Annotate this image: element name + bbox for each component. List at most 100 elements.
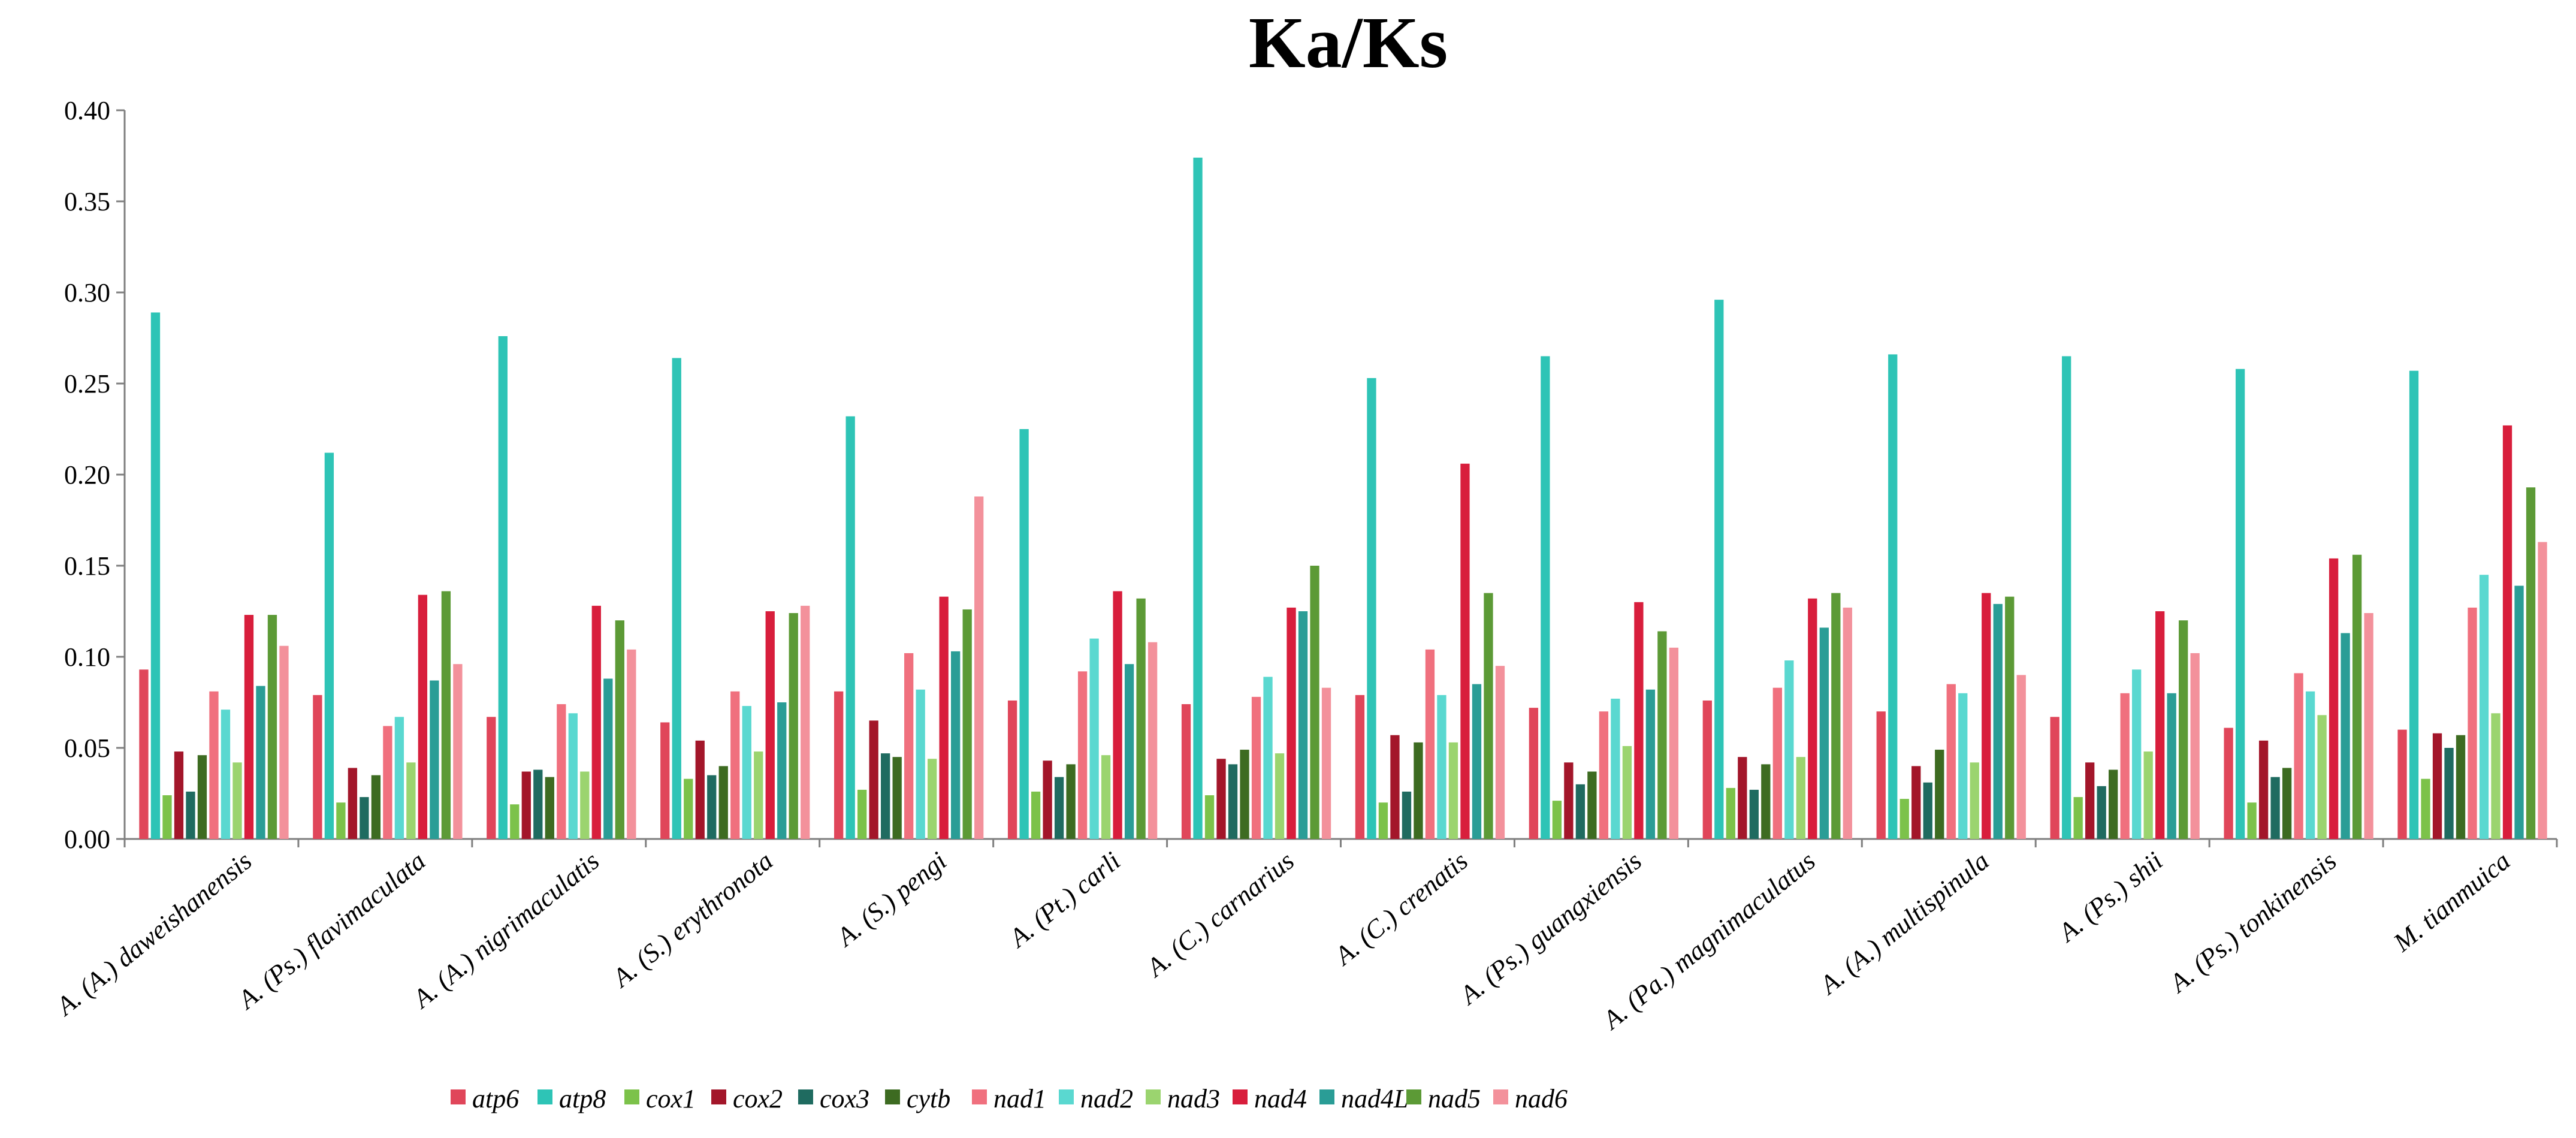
bars	[139, 158, 2547, 839]
x-tick-label: A. (Ps.) shii	[2052, 846, 2169, 949]
bar-cytb-13	[2456, 735, 2466, 839]
bar-cytb-4	[892, 757, 902, 839]
bar-nad4-5	[1113, 591, 1122, 839]
bar-atp8-8	[1541, 356, 1550, 839]
bar-atp8-7	[1367, 378, 1376, 839]
legend-swatch-nad1	[972, 1089, 987, 1104]
x-tick-label: A. (S.) erythronota	[606, 846, 778, 994]
bar-cox1-1	[336, 802, 346, 839]
bar-cytb-11	[2109, 769, 2118, 839]
bar-atp6-7	[1355, 695, 1365, 839]
bar-nad6-2	[627, 649, 636, 839]
bar-nad1-6	[1251, 696, 1261, 839]
bar-nad3-9	[1796, 757, 1805, 839]
bar-cox3-9	[1749, 789, 1759, 839]
bar-nad2-10	[1958, 693, 1968, 839]
bar-atp6-12	[2224, 728, 2233, 839]
bar-nad4L-0	[256, 686, 265, 839]
bar-cytb-3	[718, 766, 728, 839]
bar-nad1-8	[1599, 711, 1609, 839]
bar-nad4L-11	[2167, 693, 2176, 839]
bar-nad6-4	[974, 496, 984, 839]
bar-cox3-7	[1402, 791, 1412, 839]
bar-nad4-3	[765, 611, 775, 839]
bar-cytb-10	[1935, 750, 1944, 839]
bar-nad6-11	[2190, 653, 2200, 839]
bar-atp8-10	[1888, 354, 1898, 839]
bar-atp8-6	[1193, 158, 1203, 839]
bar-nad1-1	[383, 726, 392, 839]
bar-nad1-12	[2294, 673, 2303, 839]
legend-swatch-nad3	[1146, 1089, 1161, 1104]
bar-nad3-11	[2143, 751, 2153, 839]
legend-swatch-nad6	[1493, 1089, 1508, 1104]
bar-nad5-7	[1484, 593, 1493, 839]
bar-cox3-10	[1923, 782, 1932, 839]
bar-cox1-8	[1552, 801, 1562, 839]
legend-label-atp6: atp6	[472, 1084, 519, 1113]
bar-atp6-9	[1702, 700, 1712, 839]
bar-nad3-2	[580, 771, 590, 839]
bar-cox3-0	[186, 791, 195, 839]
x-tick-label: M. tianmuica	[2387, 846, 2515, 958]
bar-nad6-1	[453, 664, 463, 839]
bar-cox2-9	[1738, 757, 1747, 839]
bar-atp8-3	[672, 358, 681, 839]
bar-cox3-5	[1054, 777, 1064, 839]
bar-cox2-10	[1911, 766, 1921, 839]
bar-nad3-7	[1448, 742, 1458, 839]
bar-nad1-9	[1772, 687, 1782, 839]
bar-cox1-7	[1378, 802, 1388, 839]
bar-nad2-5	[1089, 638, 1099, 839]
legend-label-nad3: nad3	[1167, 1084, 1220, 1113]
bar-cox2-2	[521, 771, 531, 839]
legend-swatch-nad2	[1059, 1089, 1074, 1104]
bar-nad2-0	[221, 710, 231, 839]
bar-atp8-13	[2409, 370, 2419, 839]
bar-nad4-1	[418, 594, 428, 839]
bar-nad5-12	[2352, 554, 2362, 839]
legend-label-cox3: cox3	[820, 1084, 869, 1113]
x-tick-label: A. (C.) crenatis	[1328, 846, 1473, 972]
bar-nad5-0	[267, 615, 277, 839]
bar-cytb-9	[1761, 764, 1771, 839]
bar-nad3-0	[232, 762, 242, 839]
bar-cox1-9	[1726, 787, 1735, 839]
bar-nad4-6	[1287, 607, 1296, 839]
bar-nad1-13	[2468, 607, 2477, 839]
bar-nad3-1	[406, 762, 416, 839]
bar-nad2-4	[916, 689, 925, 839]
bar-cox1-5	[1031, 791, 1041, 839]
bar-nad1-3	[730, 691, 740, 839]
bar-cox2-3	[695, 740, 705, 839]
bar-nad4L-5	[1124, 664, 1134, 839]
y-tick-label: 0.25	[64, 369, 110, 399]
bar-atp6-3	[660, 722, 670, 839]
bar-nad2-13	[2479, 575, 2489, 839]
bar-nad3-5	[1101, 755, 1111, 839]
bar-nad5-9	[1831, 593, 1841, 839]
bar-atp6-5	[1007, 700, 1017, 839]
bar-cytb-0	[197, 755, 207, 839]
bar-atp6-10	[1876, 711, 1886, 839]
bar-atp8-9	[1714, 300, 1724, 839]
bar-cytb-12	[2282, 768, 2292, 839]
bar-cox1-11	[2073, 797, 2083, 839]
x-tick-label: A. (A.) daweishanensis	[50, 846, 258, 1022]
bar-cox2-12	[2258, 740, 2269, 839]
bar-cox2-6	[1216, 759, 1226, 839]
bar-cox3-13	[2444, 748, 2454, 839]
bar-nad2-7	[1437, 695, 1446, 839]
bar-cox1-6	[1204, 795, 1215, 839]
bar-atp6-6	[1181, 704, 1191, 839]
legend-label-nad2: nad2	[1080, 1084, 1133, 1113]
bar-nad2-1	[394, 717, 404, 839]
bar-nad4L-7	[1472, 684, 1482, 839]
bar-nad4L-2	[603, 678, 613, 839]
bar-nad4L-9	[1819, 627, 1829, 839]
bar-cox1-3	[684, 778, 693, 839]
bar-nad4-0	[244, 615, 254, 839]
bar-nad5-5	[1136, 598, 1146, 839]
